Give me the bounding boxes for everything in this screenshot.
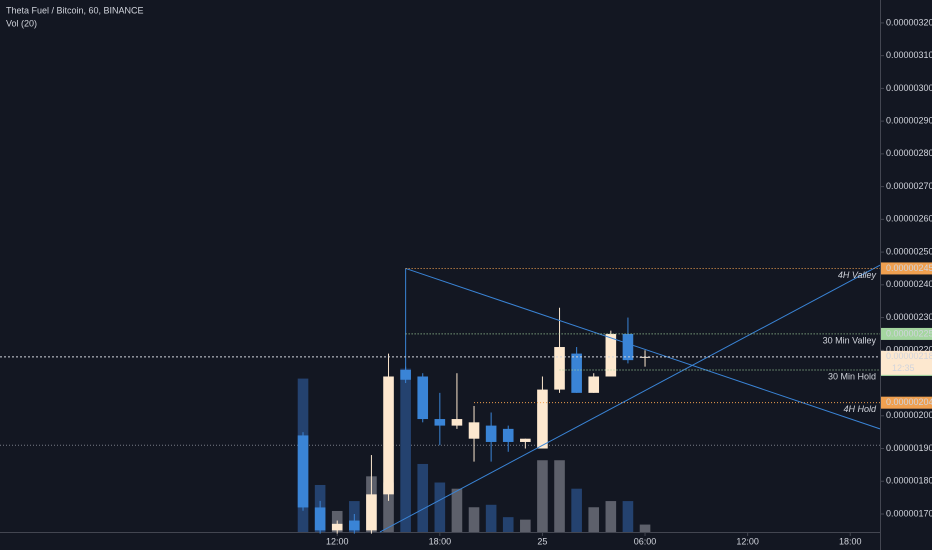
y-tick-label: 0.00000220	[886, 345, 932, 355]
y-tick-label: 0.00000250	[886, 246, 932, 256]
candle-body	[349, 520, 360, 531]
x-tick-label: 06:00	[634, 536, 657, 546]
level-label: 30 Min Hold	[828, 371, 876, 381]
y-tick-label: 0.00000230	[886, 312, 932, 322]
level-axis-label: 0.00000204	[886, 397, 932, 407]
x-tick-label: 18:00	[839, 536, 862, 546]
volume-bar	[520, 519, 531, 532]
y-tick-label: 0.00000170	[886, 508, 932, 518]
volume-bar	[434, 482, 446, 532]
candle-body	[400, 369, 411, 380]
candle-body	[314, 507, 326, 531]
last-price-box	[881, 350, 932, 375]
volume-bar	[639, 524, 651, 532]
candle-body	[366, 494, 377, 531]
trend-line	[405, 267, 881, 430]
candle-body	[520, 438, 531, 442]
volume-bar	[537, 460, 548, 532]
level-label: 30 Min Valley	[823, 335, 877, 345]
y-tick-label: 0.00000310	[886, 50, 932, 60]
level-axis-box	[881, 262, 932, 275]
y-tick-label: 0.00000320	[886, 17, 932, 27]
candle-body	[468, 422, 480, 439]
volume-bar	[502, 517, 514, 532]
level-axis-box	[881, 396, 932, 409]
volume-bar	[571, 488, 582, 532]
y-tick-label: 0.00000190	[886, 443, 932, 453]
candle-body	[297, 435, 309, 508]
volume-bar	[485, 504, 497, 532]
candle-body	[588, 376, 600, 393]
candle-body	[537, 389, 548, 449]
level-label: 4H Hold	[843, 404, 877, 414]
x-tick-label: 25	[537, 536, 547, 546]
candle-body	[417, 376, 429, 420]
candle-body	[571, 353, 582, 393]
level-axis-label: 0.00000245	[886, 263, 932, 273]
y-tick-label: 0.00000200	[886, 410, 932, 420]
volume-label: Vol (20)	[6, 18, 37, 28]
volume-bar	[622, 501, 634, 532]
y-tick-label: 0.00000290	[886, 116, 932, 126]
candle-body	[485, 425, 497, 442]
candle-body	[383, 376, 394, 495]
y-tick-label: 0.00000260	[886, 214, 932, 224]
candle-body	[622, 333, 634, 361]
volume-bar	[383, 482, 394, 532]
volume-bar	[451, 488, 463, 532]
x-tick-label: 12:00	[326, 536, 349, 546]
countdown-label: 12:35	[892, 363, 915, 373]
volume-bar	[468, 507, 480, 532]
volume-bar	[605, 501, 617, 532]
volume-bar	[400, 368, 411, 532]
candle-body	[554, 347, 565, 390]
y-tick-label: 0.00000240	[886, 279, 932, 289]
volume-bar	[554, 460, 565, 532]
level-axis-label: 0.00000225	[886, 328, 932, 338]
x-tick-label: 18:00	[429, 536, 452, 546]
y-tick-label: 0.00000270	[886, 181, 932, 191]
y-tick-label: 0.00000180	[886, 476, 932, 486]
volume-bar	[588, 507, 600, 532]
volume-bar	[417, 463, 429, 532]
candle-body	[331, 523, 343, 531]
y-tick-label: 0.00000280	[886, 148, 932, 158]
level-label: 4H Valley	[838, 270, 877, 280]
y-tick-label: 0.00000300	[886, 83, 932, 93]
chart-title: Theta Fuel / Bitcoin, 60, BINANCE	[6, 5, 144, 15]
level-axis-box	[881, 327, 932, 340]
trend-line	[379, 264, 881, 533]
candle-body	[605, 333, 617, 377]
candle-body	[434, 419, 446, 426]
x-tick-label: 12:00	[736, 536, 759, 546]
candle-body	[502, 428, 514, 442]
candle-body	[451, 419, 463, 426]
last-price-label: 0.00000218	[886, 351, 932, 361]
